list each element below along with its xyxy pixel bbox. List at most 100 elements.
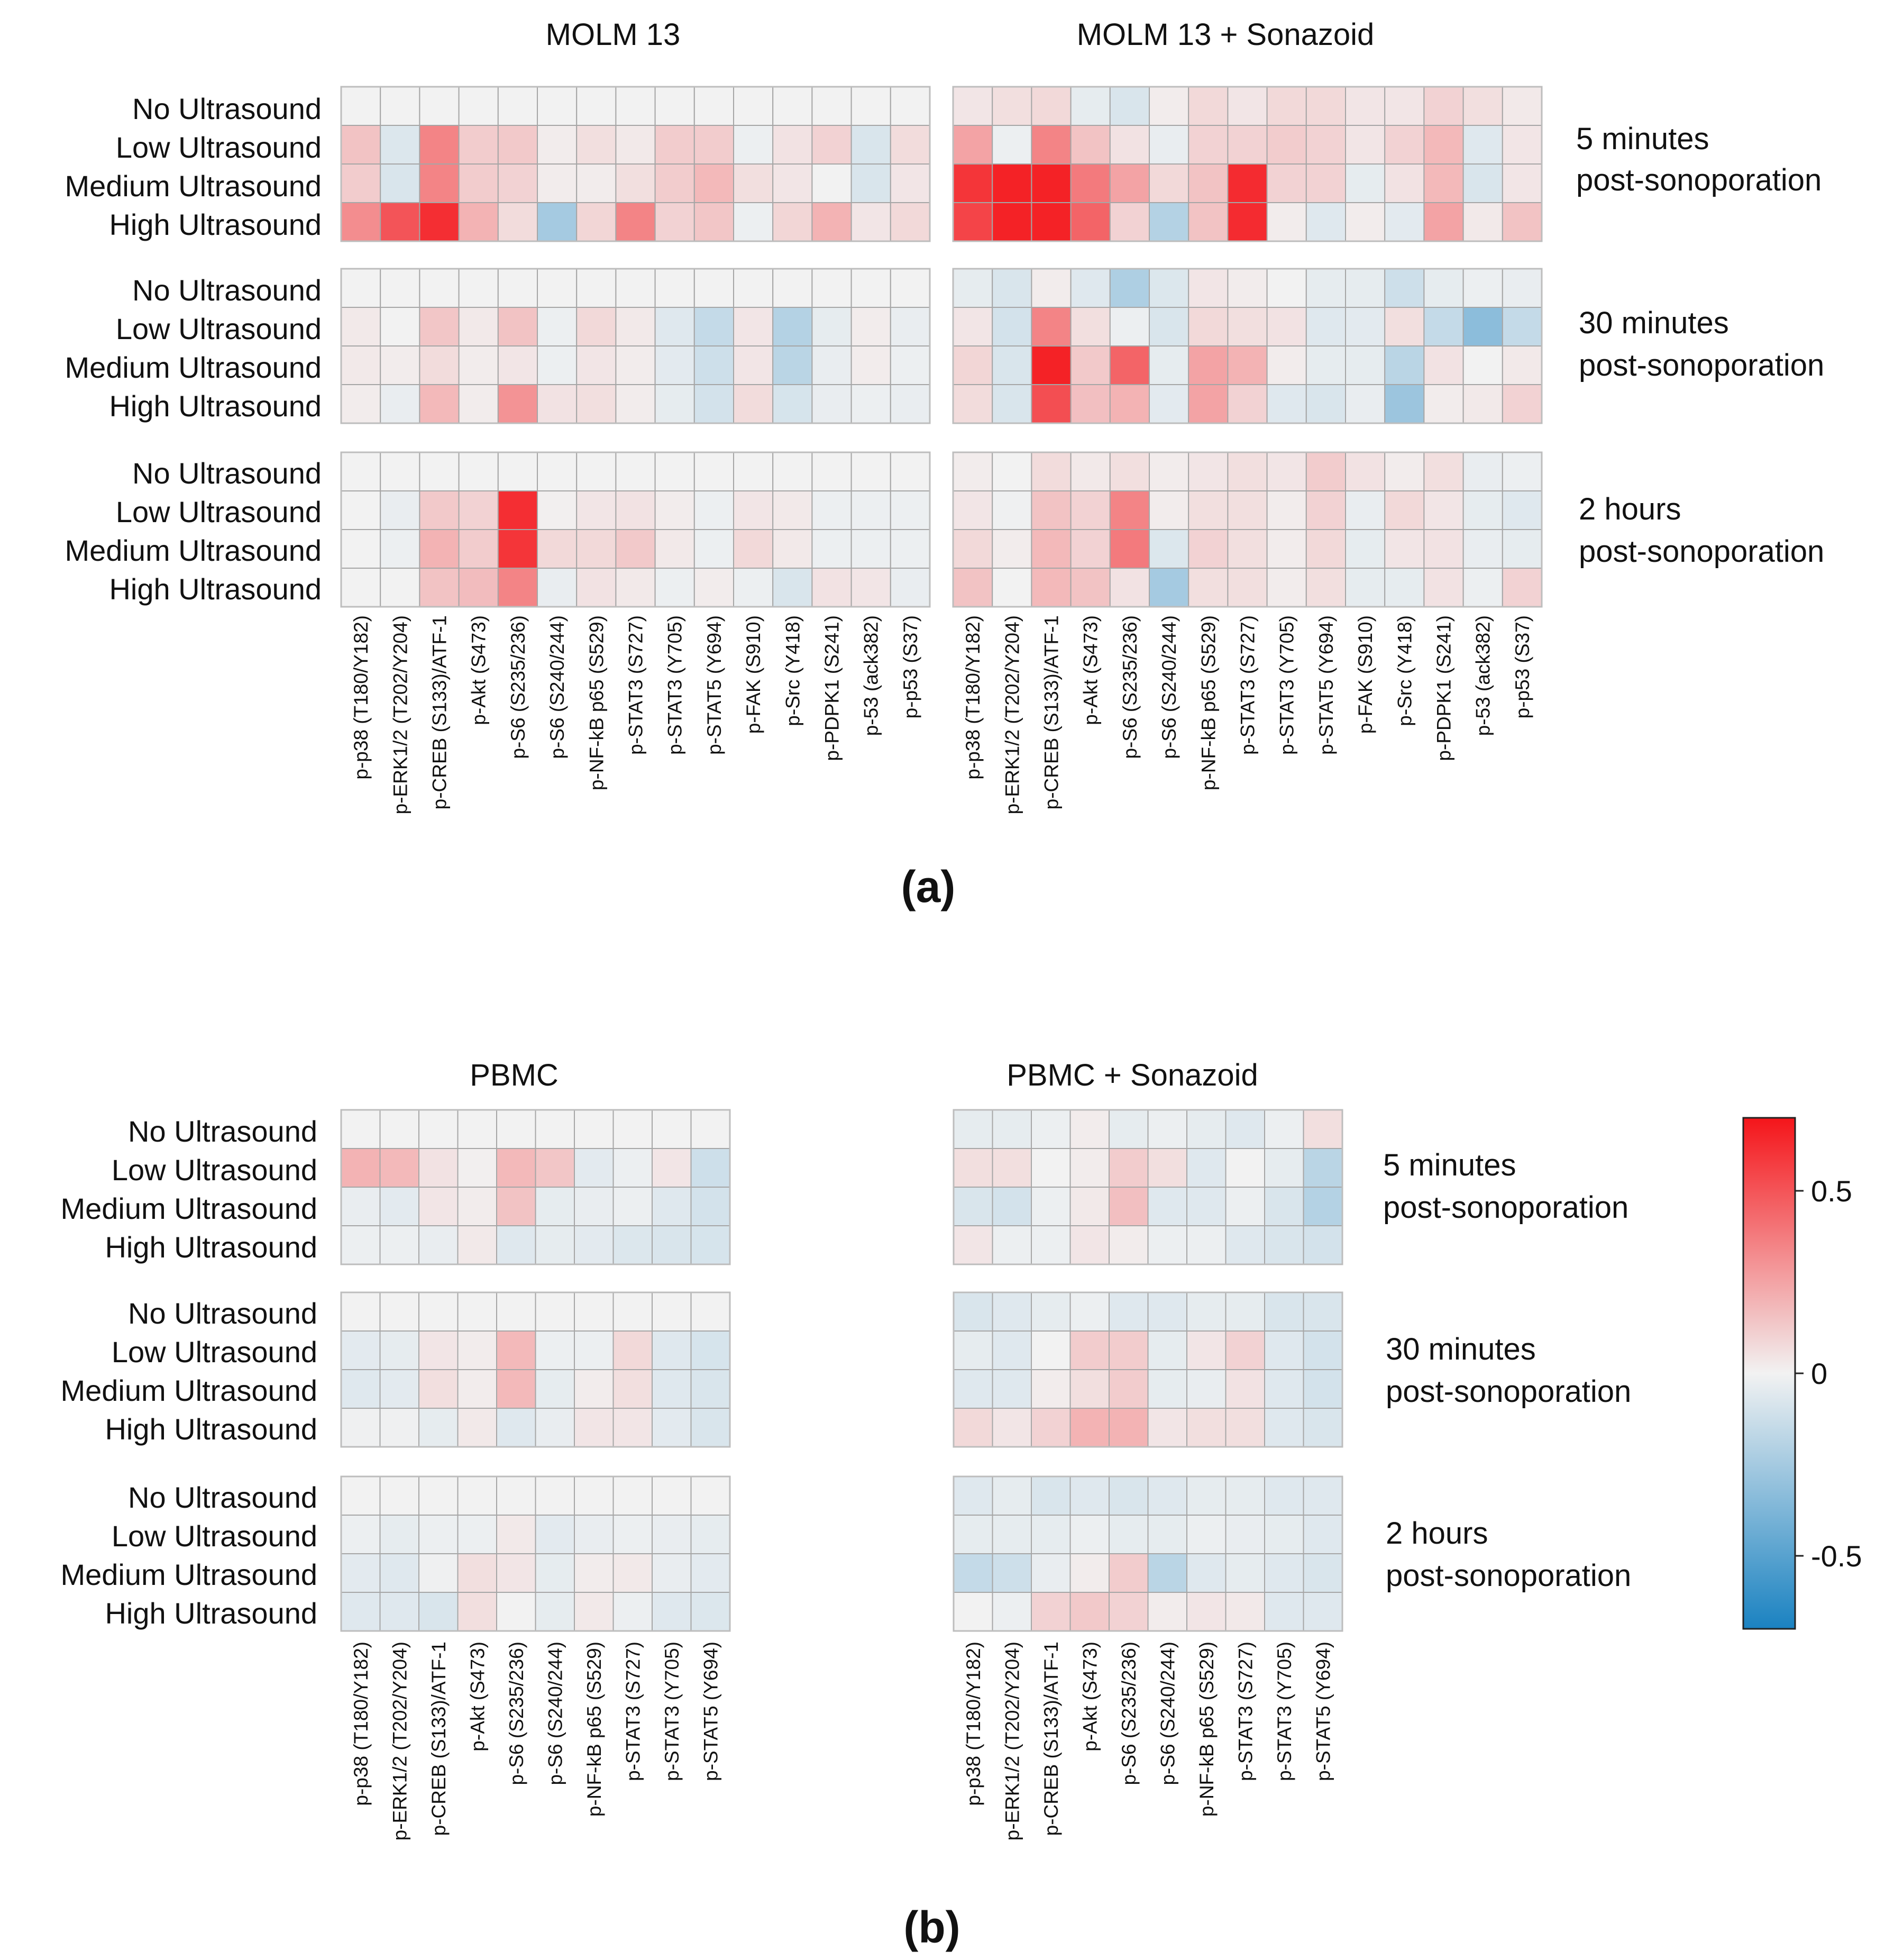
heatmap-cell	[1147, 1369, 1187, 1409]
heatmap-cell	[1264, 1369, 1304, 1409]
heatmap-cell	[1225, 1148, 1265, 1188]
heatmap-cell	[992, 1553, 1032, 1593]
heatmap-cell	[1345, 452, 1386, 491]
heatmap-cell	[380, 490, 420, 530]
heatmap-cell	[850, 163, 891, 203]
heatmap-cell	[1423, 202, 1464, 242]
heatmap-cell	[1227, 163, 1268, 203]
heatmap-cell	[1186, 1148, 1227, 1188]
heatmap-title: MOLM 13	[546, 17, 681, 52]
row-label: No Ultrasound	[128, 1481, 317, 1514]
heatmap-cell	[458, 268, 499, 308]
heatmap-cell	[654, 568, 695, 607]
time-label-sub: post-sonoporation	[1386, 1374, 1631, 1409]
heatmap-cell	[537, 490, 578, 530]
heatmap-cell	[890, 125, 931, 165]
heatmap-cell	[1502, 529, 1543, 569]
heatmap-cell	[953, 345, 993, 385]
heatmap-cell	[1423, 384, 1464, 424]
heatmap-cell	[1264, 1148, 1304, 1188]
heatmap-cell	[535, 1515, 575, 1554]
heatmap-cell	[1070, 163, 1111, 203]
heatmap-cell	[772, 163, 813, 203]
heatmap-cell	[379, 1369, 419, 1409]
heatmap-cell	[654, 490, 695, 530]
heatmap-cell	[1384, 490, 1425, 530]
column-label: p-STAT5 (Y694)	[1315, 615, 1337, 755]
heatmap-cell	[953, 568, 993, 607]
heatmap-cell	[652, 1515, 692, 1554]
heatmap-cell	[733, 163, 774, 203]
heatmap-cell	[341, 1553, 381, 1593]
heatmap-cell	[1227, 490, 1268, 530]
heatmap-cell	[654, 125, 695, 165]
heatmap-cell	[1147, 1187, 1187, 1226]
heatmap-cell	[1147, 1515, 1187, 1554]
heatmap-cell	[772, 490, 813, 530]
heatmap-cell	[953, 490, 993, 530]
heatmap-cell	[418, 1330, 459, 1370]
heatmap-cell	[1502, 345, 1543, 385]
heatmap-cell	[458, 125, 499, 165]
heatmap-cell	[1069, 1476, 1110, 1516]
heatmap-cell	[1069, 1225, 1110, 1265]
heatmap-cell	[1266, 86, 1307, 126]
heatmap-cell	[690, 1330, 730, 1370]
heatmap-cell	[992, 452, 1032, 491]
heatmap-cell	[341, 529, 381, 569]
heatmap-cell	[890, 268, 931, 308]
heatmap-cell	[1070, 345, 1111, 385]
heatmap-cell	[992, 1109, 1032, 1149]
heatmap-cell	[341, 1109, 381, 1149]
heatmap-cell	[693, 125, 735, 165]
heatmap-cell	[1227, 452, 1268, 491]
heatmap-cell	[1031, 1225, 1071, 1265]
heatmap-cell	[1227, 86, 1268, 126]
heatmap-cell	[1149, 384, 1189, 424]
heatmap-cell	[1031, 1109, 1071, 1149]
heatmap-block-frame	[953, 1475, 1343, 1632]
heatmap-cell	[537, 163, 578, 203]
heatmap-cell	[341, 1292, 381, 1332]
heatmap-cell	[811, 568, 852, 607]
column-label: p-FAK (S910)	[743, 615, 764, 734]
heatmap-cell	[953, 268, 993, 308]
heatmap-cell	[1502, 307, 1543, 347]
heatmap-cell	[537, 345, 578, 385]
heatmap-cell	[733, 307, 774, 347]
heatmap-cell	[1070, 529, 1111, 569]
heatmap-molm13: MOLM 13 No Ultrasound Low Ultrasound Med…	[65, 17, 931, 814]
heatmap-cell	[1188, 268, 1229, 308]
heatmap-cell	[1266, 490, 1307, 530]
heatmap-block-frame	[952, 451, 1543, 608]
heatmap-cell	[1423, 490, 1464, 530]
heatmap-cell	[341, 163, 381, 203]
heatmap-block-frame	[340, 1291, 731, 1448]
heatmap-cell	[380, 345, 420, 385]
heatmap-cell	[615, 345, 656, 385]
heatmap-cell	[1070, 384, 1111, 424]
column-label: p-STAT5 (Y694)	[703, 615, 725, 755]
heatmap-cell	[1109, 1476, 1149, 1516]
heatmap-cell	[1188, 345, 1229, 385]
heatmap-cell	[953, 202, 993, 242]
heatmap-cell	[693, 529, 735, 569]
time-label: 2 hours	[1579, 492, 1681, 526]
heatmap-cell	[1502, 268, 1543, 308]
heatmap-cell	[1031, 163, 1072, 203]
row-label: Medium Ultrasound	[60, 1558, 317, 1591]
heatmap-cell	[1186, 1592, 1227, 1631]
heatmap-cell	[1303, 1148, 1343, 1188]
heatmap-cell	[1147, 1476, 1187, 1516]
heatmap-cell	[612, 1109, 653, 1149]
heatmap-cell	[1345, 307, 1386, 347]
heatmap-cell	[1264, 1553, 1304, 1593]
heatmap-cell	[890, 345, 931, 385]
heatmap-cell	[458, 384, 499, 424]
heatmap-cell	[1303, 1408, 1343, 1447]
heatmap-cell	[1186, 1408, 1227, 1447]
heatmap-cell	[379, 1476, 419, 1516]
heatmap-cell	[992, 1515, 1032, 1554]
heatmap-cell	[654, 529, 695, 569]
